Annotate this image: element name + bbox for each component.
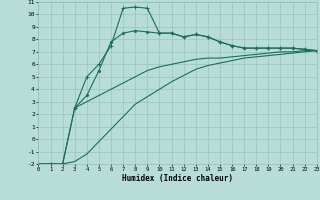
X-axis label: Humidex (Indice chaleur): Humidex (Indice chaleur) — [122, 174, 233, 183]
